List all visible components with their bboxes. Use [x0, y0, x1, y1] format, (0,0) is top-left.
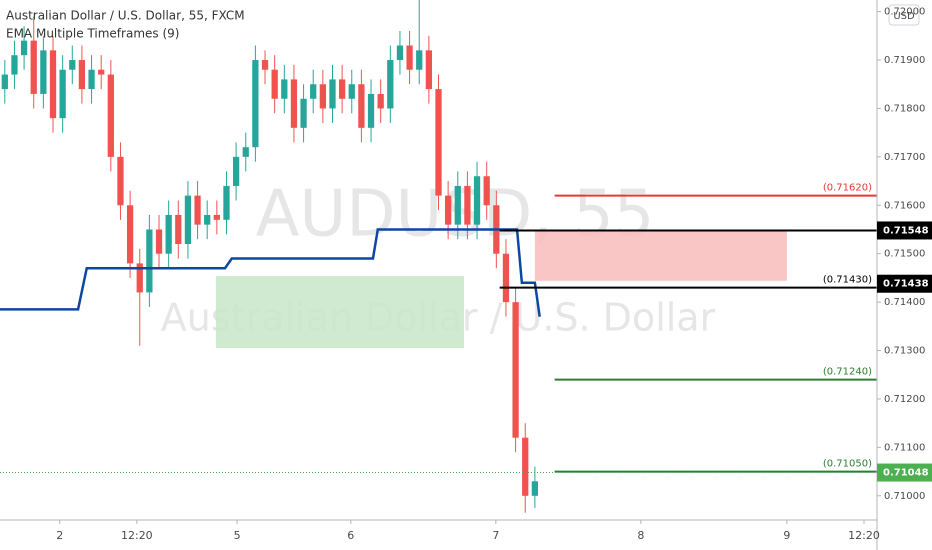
- candle-body: [281, 79, 288, 99]
- x-tick-label: 6: [347, 529, 354, 542]
- zone: [215, 275, 465, 349]
- candle-body: [98, 69, 105, 75]
- y-tick-label: 0.71900: [884, 55, 925, 66]
- y-tick-label: 0.71300: [884, 346, 925, 357]
- price-label: 0.71438: [883, 279, 929, 290]
- y-tick-label: 0.71600: [884, 200, 925, 211]
- candle-body: [30, 40, 37, 94]
- x-tick-label: 12:20: [121, 529, 153, 542]
- y-tick-label: 0.72000: [884, 7, 925, 18]
- candle-body: [165, 214, 172, 254]
- candle-body: [117, 156, 124, 206]
- x-tick-label: 2: [56, 529, 63, 542]
- candle-body: [425, 50, 432, 90]
- y-tick-label: 0.71200: [884, 394, 925, 405]
- candle-body: [252, 60, 259, 148]
- ema-line: [0, 228, 541, 317]
- candle-body: [483, 176, 490, 206]
- candle-body: [126, 205, 134, 264]
- y-tick-label: 0.71700: [884, 152, 925, 163]
- candle-body: [512, 302, 519, 438]
- candle-body: [290, 79, 298, 128]
- candle-body: [367, 93, 375, 128]
- price-label-box: [877, 221, 932, 240]
- x-tick-label: 7: [492, 529, 499, 542]
- candle-body: [406, 45, 413, 70]
- candle-body: [59, 69, 66, 119]
- candle-body: [184, 195, 192, 245]
- level-label: (0.71620): [823, 183, 872, 194]
- chart-title: Australian Dollar / U.S. Dollar, 55, FXC…: [6, 9, 245, 23]
- level-label: (0.71240): [823, 367, 872, 378]
- x-tick-label: 5: [234, 529, 241, 542]
- indicator-label: EMA Multiple Timeframes (9): [6, 27, 179, 41]
- x-tick-label: 12:20: [848, 529, 880, 542]
- candle-body: [232, 156, 240, 186]
- candle-body: [522, 437, 529, 496]
- candle-body: [20, 40, 28, 56]
- candle-body: [445, 195, 452, 225]
- candle-body: [261, 60, 269, 70]
- candle-body: [416, 50, 423, 70]
- candle-body: [271, 69, 278, 99]
- currency-button[interactable]: [888, 4, 920, 26]
- x-tick-label: 9: [783, 529, 790, 542]
- candle-body: [502, 253, 510, 303]
- candle-body: [1, 74, 8, 90]
- price-label: 0.71048: [883, 468, 929, 479]
- candle-body: [531, 481, 539, 496]
- candle-body: [88, 69, 95, 90]
- candle-body: [242, 147, 249, 157]
- candle-body: [396, 45, 404, 61]
- candle-body: [146, 229, 153, 293]
- candle-body: [194, 195, 201, 225]
- zone: [534, 230, 787, 281]
- level-label: (0.71050): [823, 459, 872, 470]
- candle-body: [319, 84, 326, 109]
- y-tick-label: 0.71800: [884, 103, 925, 114]
- y-tick-label: 0.71100: [884, 442, 925, 453]
- candle-body: [136, 263, 143, 293]
- candle-body: [49, 50, 57, 119]
- candle-body: [213, 214, 220, 220]
- candle-body: [78, 60, 86, 90]
- candle-body: [329, 79, 336, 109]
- candle-body: [223, 185, 230, 220]
- candle-body: [473, 176, 481, 225]
- level-label: (0.71430): [823, 275, 872, 286]
- price-label-box: [877, 274, 932, 293]
- candle-body: [11, 55, 18, 75]
- x-tick-label: 8: [637, 529, 644, 542]
- candle-body: [175, 214, 182, 245]
- price-label-box: [877, 463, 932, 482]
- y-tick-label: 0.71000: [884, 491, 925, 502]
- candle-body: [348, 84, 355, 99]
- price-label: 0.71548: [883, 225, 929, 236]
- currency-label: USD: [893, 11, 915, 22]
- y-tick-label: 0.71500: [884, 249, 925, 260]
- candle-body: [454, 185, 461, 225]
- candle-body: [435, 89, 442, 196]
- candle-body: [40, 50, 47, 94]
- candle-body: [204, 214, 211, 225]
- candle-body: [377, 93, 384, 109]
- candle-body: [358, 84, 365, 128]
- candle-body: [300, 98, 307, 128]
- candle-body: [310, 84, 317, 99]
- plot: (0.71620) (0.71430) (0.71240) (0.71050): [0, 0, 877, 513]
- candle-body: [155, 229, 163, 254]
- candle-body: [107, 74, 114, 157]
- y-tick-label: 0.71400: [884, 297, 925, 308]
- candle-body: [338, 79, 346, 99]
- candle-body: [387, 60, 394, 109]
- candle-body: [464, 185, 471, 225]
- candle-body: [69, 60, 76, 70]
